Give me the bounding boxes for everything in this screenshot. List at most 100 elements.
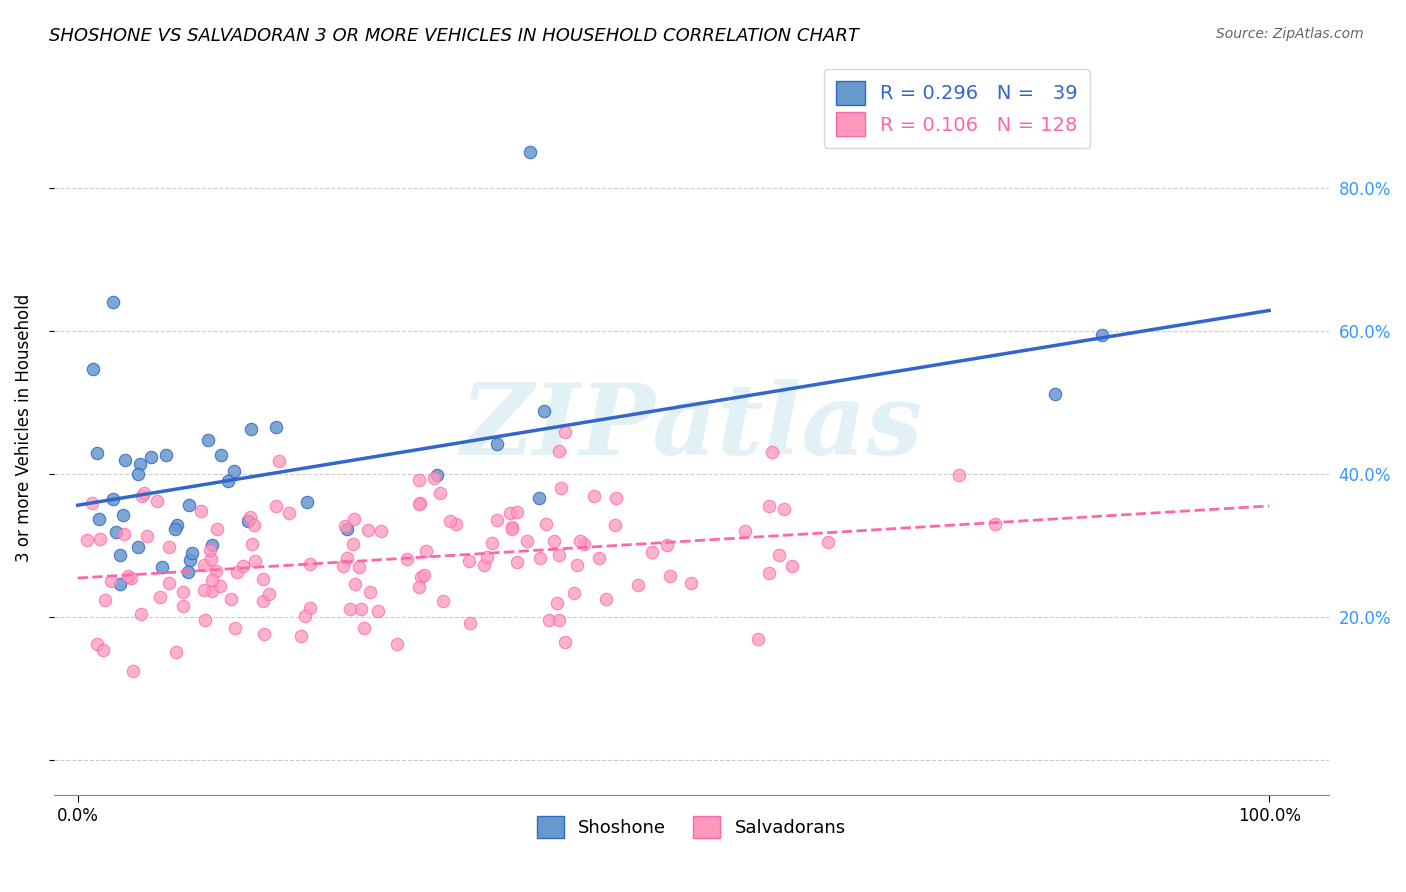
Salvadorans (277, 506, 299, 520)
Shoshone (486, 436, 509, 450)
Salvadorans (359, 585, 381, 599)
Salvadorans (332, 558, 354, 573)
Salvadorans (734, 524, 756, 538)
Shoshone (139, 450, 162, 464)
Salvadorans (603, 518, 626, 533)
Salvadorans (243, 554, 266, 568)
Salvadorans (529, 551, 551, 566)
Salvadorans (595, 592, 617, 607)
Salvadorans (408, 580, 430, 594)
Salvadorans (221, 592, 243, 607)
Salvadorans (252, 594, 274, 608)
Shoshone (519, 145, 541, 160)
Shoshone (82, 362, 104, 376)
Salvadorans (605, 491, 627, 505)
Salvadorans (772, 501, 794, 516)
Salvadorans (413, 568, 436, 582)
Salvadorans (145, 494, 167, 508)
Salvadorans (194, 613, 217, 627)
Salvadorans (768, 548, 790, 562)
Salvadorans (409, 570, 432, 584)
Salvadorans (266, 499, 288, 513)
Salvadorans (534, 517, 557, 532)
Shoshone (336, 522, 359, 536)
Salvadorans (242, 517, 264, 532)
Salvadorans (89, 533, 111, 547)
Salvadorans (114, 526, 136, 541)
Salvadorans (385, 637, 408, 651)
Salvadorans (506, 556, 529, 570)
Salvadorans (204, 564, 226, 578)
Salvadorans (172, 599, 194, 613)
Salvadorans (817, 535, 839, 549)
Salvadorans (548, 443, 571, 458)
Shoshone (177, 565, 200, 579)
Salvadorans (501, 520, 523, 534)
Shoshone (111, 508, 134, 522)
Salvadorans (299, 557, 322, 571)
Salvadorans (198, 542, 221, 557)
Shoshone (127, 467, 149, 481)
Shoshone (150, 560, 173, 574)
Salvadorans (239, 510, 262, 524)
Shoshone (114, 453, 136, 467)
Shoshone (155, 448, 177, 462)
Salvadorans (117, 569, 139, 583)
Salvadorans (299, 601, 322, 615)
Shoshone (1043, 386, 1066, 401)
Shoshone (101, 492, 124, 507)
Salvadorans (347, 560, 370, 574)
Salvadorans (446, 516, 468, 531)
Shoshone (127, 540, 149, 554)
Salvadorans (582, 489, 605, 503)
Salvadorans (342, 537, 364, 551)
Salvadorans (395, 551, 418, 566)
Salvadorans (948, 467, 970, 482)
Shoshone (89, 512, 111, 526)
Salvadorans (353, 622, 375, 636)
Salvadorans (86, 637, 108, 651)
Salvadorans (201, 583, 224, 598)
Salvadorans (537, 613, 560, 627)
Salvadorans (165, 644, 187, 658)
Salvadorans (659, 569, 682, 583)
Salvadorans (226, 565, 249, 579)
Shoshone (180, 546, 202, 560)
Salvadorans (758, 499, 780, 513)
Salvadorans (190, 504, 212, 518)
Shoshone (179, 552, 201, 566)
Salvadorans (477, 549, 499, 564)
Shoshone (165, 522, 187, 536)
Salvadorans (562, 586, 585, 600)
Salvadorans (572, 537, 595, 551)
Salvadorans (515, 533, 537, 548)
Shoshone (533, 404, 555, 418)
Salvadorans (131, 489, 153, 503)
Salvadorans (132, 485, 155, 500)
Salvadorans (547, 549, 569, 563)
Salvadorans (253, 627, 276, 641)
Shoshone (103, 295, 125, 310)
Salvadorans (343, 512, 366, 526)
Salvadorans (486, 513, 509, 527)
Salvadorans (457, 554, 479, 568)
Salvadorans (172, 585, 194, 599)
Shoshone (217, 474, 239, 488)
Shoshone (104, 525, 127, 540)
Shoshone (238, 514, 260, 528)
Salvadorans (499, 507, 522, 521)
Salvadorans (432, 593, 454, 607)
Salvadorans (501, 522, 523, 536)
Salvadorans (422, 471, 444, 485)
Salvadorans (100, 574, 122, 589)
Salvadorans (569, 534, 592, 549)
Salvadorans (267, 454, 290, 468)
Shoshone (426, 467, 449, 482)
Salvadorans (240, 537, 263, 551)
Shoshone (201, 538, 224, 552)
Salvadorans (408, 498, 430, 512)
Salvadorans (205, 522, 228, 536)
Salvadorans (548, 613, 571, 627)
Salvadorans (761, 445, 783, 459)
Salvadorans (758, 566, 780, 580)
